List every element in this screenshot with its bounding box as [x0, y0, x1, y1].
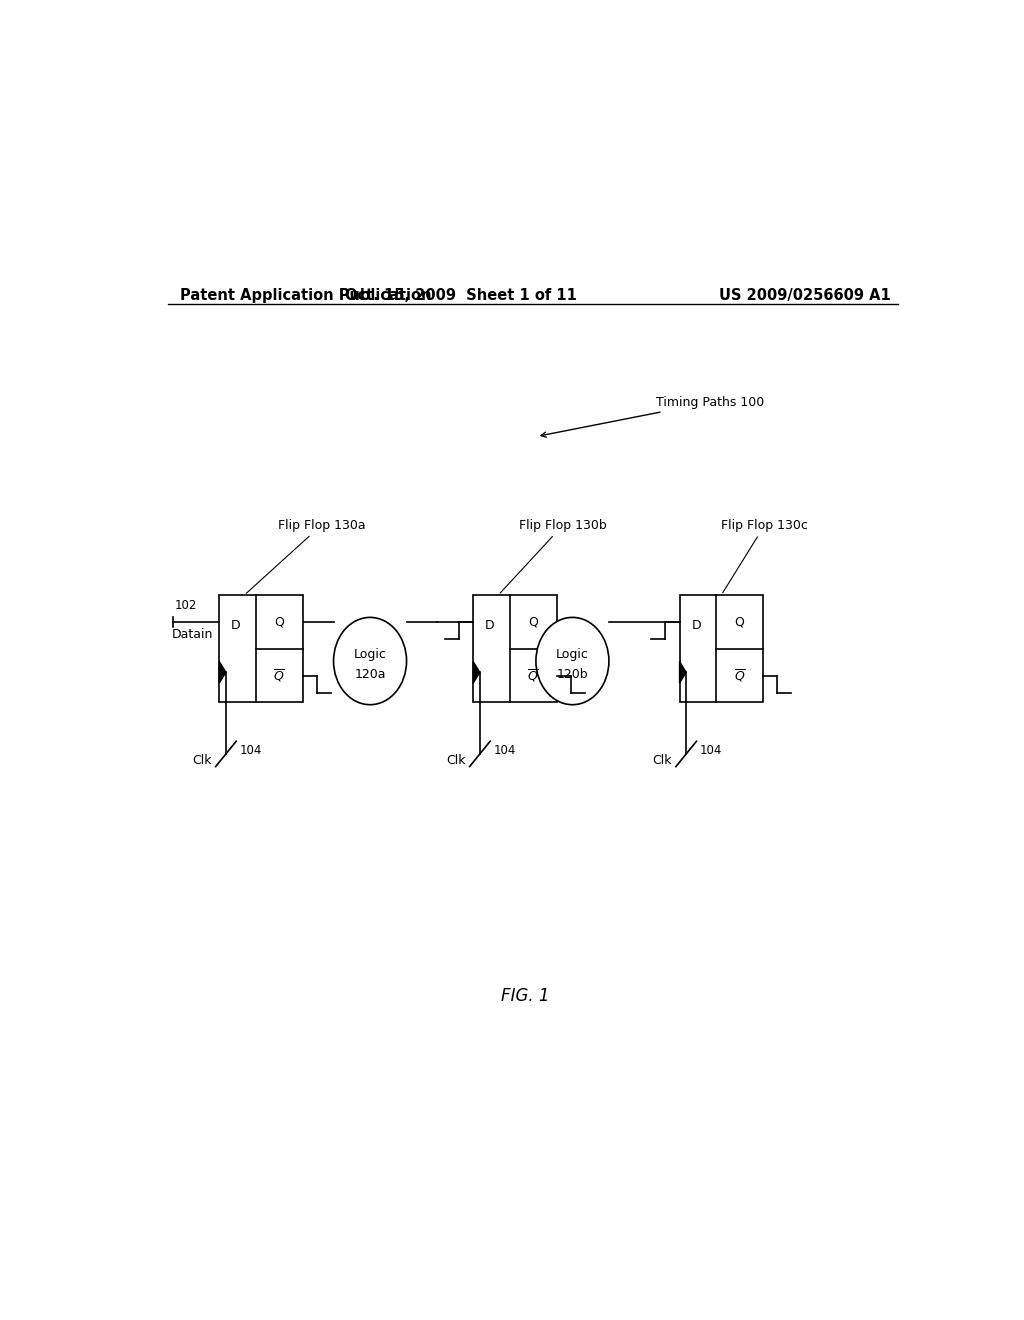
- Text: $\overline{Q}$: $\overline{Q}$: [527, 668, 539, 684]
- Text: $\overline{Q}$: $\overline{Q}$: [273, 668, 285, 684]
- Text: Q: Q: [734, 615, 744, 628]
- Text: $\overline{Q}$: $\overline{Q}$: [733, 668, 745, 684]
- Polygon shape: [680, 661, 686, 682]
- Text: Flip Flop 130b: Flip Flop 130b: [500, 519, 607, 593]
- Text: 104: 104: [240, 743, 262, 756]
- Text: Q: Q: [274, 615, 285, 628]
- Text: Clk: Clk: [652, 754, 672, 767]
- Text: Patent Application Publication: Patent Application Publication: [179, 288, 431, 302]
- Text: 120b: 120b: [557, 668, 588, 681]
- Polygon shape: [473, 661, 480, 682]
- Text: D: D: [231, 619, 241, 632]
- Bar: [219, 595, 303, 702]
- Text: Logic: Logic: [353, 648, 386, 661]
- Text: Flip Flop 130c: Flip Flop 130c: [721, 519, 808, 593]
- Text: Q: Q: [528, 615, 539, 628]
- Text: US 2009/0256609 A1: US 2009/0256609 A1: [719, 288, 891, 302]
- Text: FIG. 1: FIG. 1: [501, 987, 549, 1005]
- Text: Datain: Datain: [172, 628, 213, 642]
- Text: D: D: [691, 619, 701, 632]
- Text: Clk: Clk: [446, 754, 466, 767]
- Text: 102: 102: [175, 599, 198, 611]
- Ellipse shape: [334, 618, 407, 705]
- Text: Clk: Clk: [193, 754, 212, 767]
- Text: 104: 104: [699, 743, 722, 756]
- Bar: [680, 595, 763, 702]
- Text: Timing Paths 100: Timing Paths 100: [541, 396, 764, 437]
- Polygon shape: [219, 661, 226, 682]
- Text: 104: 104: [494, 743, 516, 756]
- Text: 120a: 120a: [354, 668, 386, 681]
- Bar: [473, 595, 557, 702]
- Text: Logic: Logic: [556, 648, 589, 661]
- Text: Flip Flop 130a: Flip Flop 130a: [247, 519, 366, 593]
- Ellipse shape: [536, 618, 609, 705]
- Text: Oct. 15, 2009  Sheet 1 of 11: Oct. 15, 2009 Sheet 1 of 11: [345, 288, 578, 302]
- Text: D: D: [485, 619, 495, 632]
